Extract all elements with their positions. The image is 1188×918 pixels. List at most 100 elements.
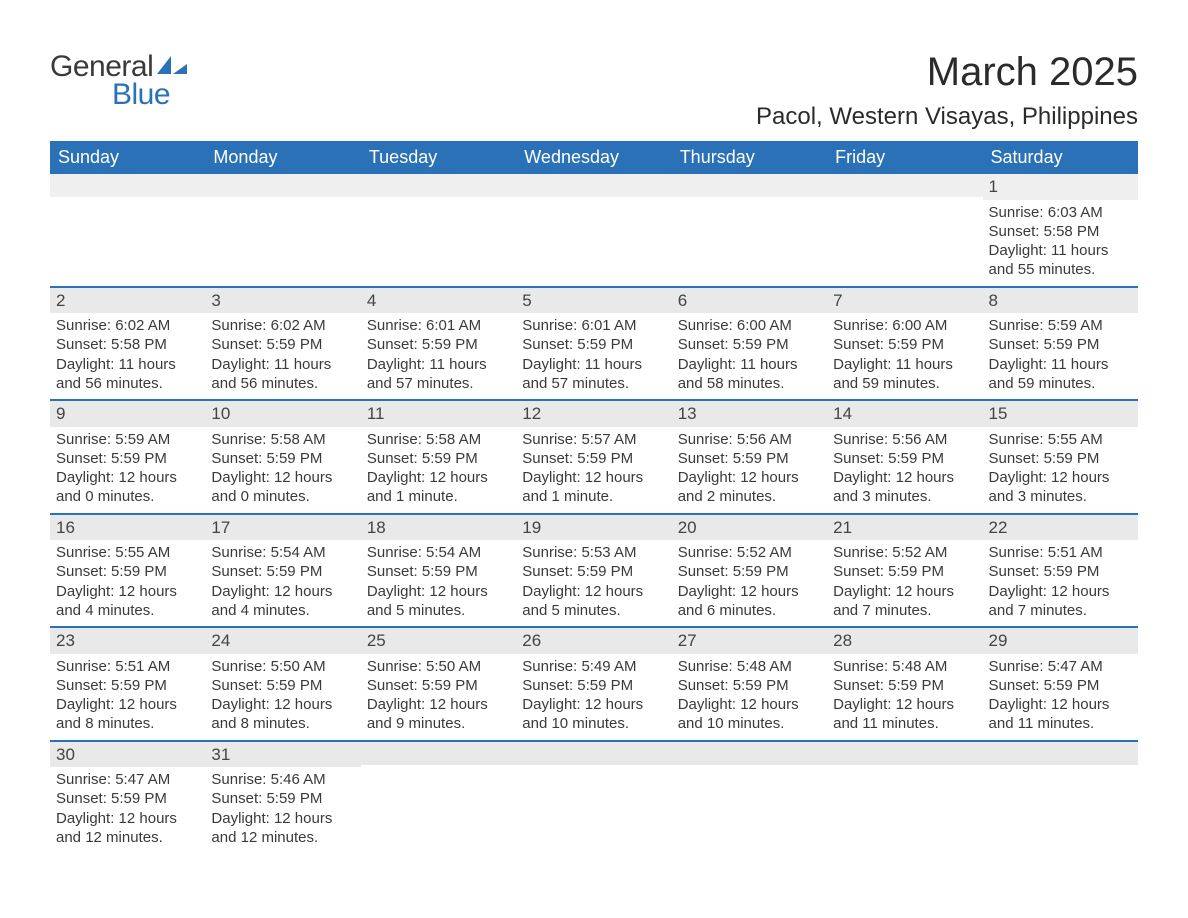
sunrise-text: Sunrise: 5:46 AM — [211, 770, 354, 789]
sunset-text: Sunset: 5:59 PM — [211, 676, 354, 695]
day-body: Sunrise: 5:53 AMSunset: 5:59 PMDaylight:… — [516, 540, 671, 626]
daylight-line1: Daylight: 12 hours — [211, 695, 354, 714]
daylight-line2: and 1 minute. — [367, 487, 510, 506]
day-body: Sunrise: 5:50 AMSunset: 5:59 PMDaylight:… — [361, 654, 516, 740]
day-body: Sunrise: 6:00 AMSunset: 5:59 PMDaylight:… — [672, 313, 827, 399]
sunset-text: Sunset: 5:59 PM — [989, 335, 1132, 354]
calendar-week-row: 30Sunrise: 5:47 AMSunset: 5:59 PMDayligh… — [50, 740, 1138, 854]
daylight-line2: and 10 minutes. — [522, 714, 665, 733]
calendar-cell: 10Sunrise: 5:58 AMSunset: 5:59 PMDayligh… — [205, 399, 360, 513]
sunset-text: Sunset: 5:59 PM — [678, 676, 821, 695]
logo: General Blue — [50, 50, 187, 112]
calendar-cell: 11Sunrise: 5:58 AMSunset: 5:59 PMDayligh… — [361, 399, 516, 513]
daylight-line1: Daylight: 12 hours — [678, 695, 821, 714]
daylight-line1: Daylight: 12 hours — [678, 468, 821, 487]
daylight-line2: and 0 minutes. — [211, 487, 354, 506]
daylight-line2: and 8 minutes. — [211, 714, 354, 733]
day-body: Sunrise: 6:01 AMSunset: 5:59 PMDaylight:… — [516, 313, 671, 399]
sunset-text: Sunset: 5:59 PM — [833, 676, 976, 695]
sunrise-text: Sunrise: 5:49 AM — [522, 657, 665, 676]
sunset-text: Sunset: 5:59 PM — [56, 449, 199, 468]
day-number: 5 — [516, 286, 671, 314]
sunset-text: Sunset: 5:59 PM — [522, 335, 665, 354]
sunset-text: Sunset: 5:59 PM — [211, 789, 354, 808]
daylight-line2: and 11 minutes. — [989, 714, 1132, 733]
sunset-text: Sunset: 5:59 PM — [833, 449, 976, 468]
day-number: 16 — [50, 513, 205, 541]
sunrise-text: Sunrise: 6:00 AM — [833, 316, 976, 335]
empty-day-bar — [672, 740, 827, 765]
daylight-line1: Daylight: 12 hours — [678, 582, 821, 601]
calendar-week-row: 9Sunrise: 5:59 AMSunset: 5:59 PMDaylight… — [50, 399, 1138, 513]
daylight-line1: Daylight: 12 hours — [989, 582, 1132, 601]
day-number: 4 — [361, 286, 516, 314]
empty-day-bar — [516, 174, 671, 197]
daylight-line2: and 8 minutes. — [56, 714, 199, 733]
empty-day-bar — [361, 740, 516, 765]
day-body: Sunrise: 5:58 AMSunset: 5:59 PMDaylight:… — [361, 427, 516, 513]
calendar-cell: 1Sunrise: 6:03 AMSunset: 5:58 PMDaylight… — [983, 174, 1138, 286]
calendar-cell: 13Sunrise: 5:56 AMSunset: 5:59 PMDayligh… — [672, 399, 827, 513]
daylight-line1: Daylight: 12 hours — [989, 468, 1132, 487]
calendar-cell — [672, 174, 827, 286]
sunrise-text: Sunrise: 6:02 AM — [211, 316, 354, 335]
calendar-cell — [827, 174, 982, 286]
title-block: March 2025 Pacol, Western Visayas, Phili… — [756, 50, 1138, 135]
calendar-cell: 26Sunrise: 5:49 AMSunset: 5:59 PMDayligh… — [516, 626, 671, 740]
day-body: Sunrise: 5:52 AMSunset: 5:59 PMDaylight:… — [672, 540, 827, 626]
day-number: 25 — [361, 626, 516, 654]
day-body: Sunrise: 5:56 AMSunset: 5:59 PMDaylight:… — [672, 427, 827, 513]
daylight-line1: Daylight: 11 hours — [211, 355, 354, 374]
daylight-line1: Daylight: 11 hours — [56, 355, 199, 374]
calendar-week-row: 16Sunrise: 5:55 AMSunset: 5:59 PMDayligh… — [50, 513, 1138, 627]
calendar-week-row: 23Sunrise: 5:51 AMSunset: 5:59 PMDayligh… — [50, 626, 1138, 740]
day-body: Sunrise: 5:57 AMSunset: 5:59 PMDaylight:… — [516, 427, 671, 513]
calendar-cell: 28Sunrise: 5:48 AMSunset: 5:59 PMDayligh… — [827, 626, 982, 740]
sunrise-text: Sunrise: 5:52 AM — [678, 543, 821, 562]
day-body: Sunrise: 5:48 AMSunset: 5:59 PMDaylight:… — [672, 654, 827, 740]
calendar-cell — [361, 174, 516, 286]
sunrise-text: Sunrise: 5:56 AM — [833, 430, 976, 449]
daylight-line2: and 10 minutes. — [678, 714, 821, 733]
day-number: 18 — [361, 513, 516, 541]
calendar-cell: 9Sunrise: 5:59 AMSunset: 5:59 PMDaylight… — [50, 399, 205, 513]
daylight-line1: Daylight: 12 hours — [989, 695, 1132, 714]
empty-day-bar — [361, 174, 516, 197]
daylight-line2: and 6 minutes. — [678, 601, 821, 620]
day-body: Sunrise: 6:00 AMSunset: 5:59 PMDaylight:… — [827, 313, 982, 399]
calendar-cell — [516, 174, 671, 286]
sunrise-text: Sunrise: 5:47 AM — [56, 770, 199, 789]
weekday-header: Wednesday — [516, 141, 671, 174]
day-number: 12 — [516, 399, 671, 427]
sunset-text: Sunset: 5:59 PM — [211, 562, 354, 581]
daylight-line2: and 9 minutes. — [367, 714, 510, 733]
daylight-line1: Daylight: 12 hours — [211, 809, 354, 828]
daylight-line2: and 2 minutes. — [678, 487, 821, 506]
empty-day-bar — [516, 740, 671, 765]
sunrise-text: Sunrise: 5:48 AM — [678, 657, 821, 676]
calendar-cell — [983, 740, 1138, 854]
daylight-line1: Daylight: 12 hours — [367, 695, 510, 714]
day-number: 1 — [983, 174, 1138, 200]
calendar-cell: 22Sunrise: 5:51 AMSunset: 5:59 PMDayligh… — [983, 513, 1138, 627]
calendar-cell — [50, 174, 205, 286]
sunrise-text: Sunrise: 5:52 AM — [833, 543, 976, 562]
sunrise-text: Sunrise: 5:59 AM — [56, 430, 199, 449]
sunrise-text: Sunrise: 5:53 AM — [522, 543, 665, 562]
calendar-week-row: 2Sunrise: 6:02 AMSunset: 5:58 PMDaylight… — [50, 286, 1138, 400]
day-body: Sunrise: 5:47 AMSunset: 5:59 PMDaylight:… — [50, 767, 205, 853]
calendar-cell — [205, 174, 360, 286]
sunset-text: Sunset: 5:59 PM — [833, 562, 976, 581]
weekday-header: Sunday — [50, 141, 205, 174]
sunset-text: Sunset: 5:58 PM — [56, 335, 199, 354]
empty-day-bar — [983, 740, 1138, 765]
sunrise-text: Sunrise: 6:03 AM — [989, 203, 1132, 222]
sunrise-text: Sunrise: 5:58 AM — [367, 430, 510, 449]
daylight-line2: and 0 minutes. — [56, 487, 199, 506]
sunrise-text: Sunrise: 5:56 AM — [678, 430, 821, 449]
daylight-line2: and 1 minute. — [522, 487, 665, 506]
day-number: 3 — [205, 286, 360, 314]
day-number: 24 — [205, 626, 360, 654]
calendar-cell — [516, 740, 671, 854]
day-number: 13 — [672, 399, 827, 427]
